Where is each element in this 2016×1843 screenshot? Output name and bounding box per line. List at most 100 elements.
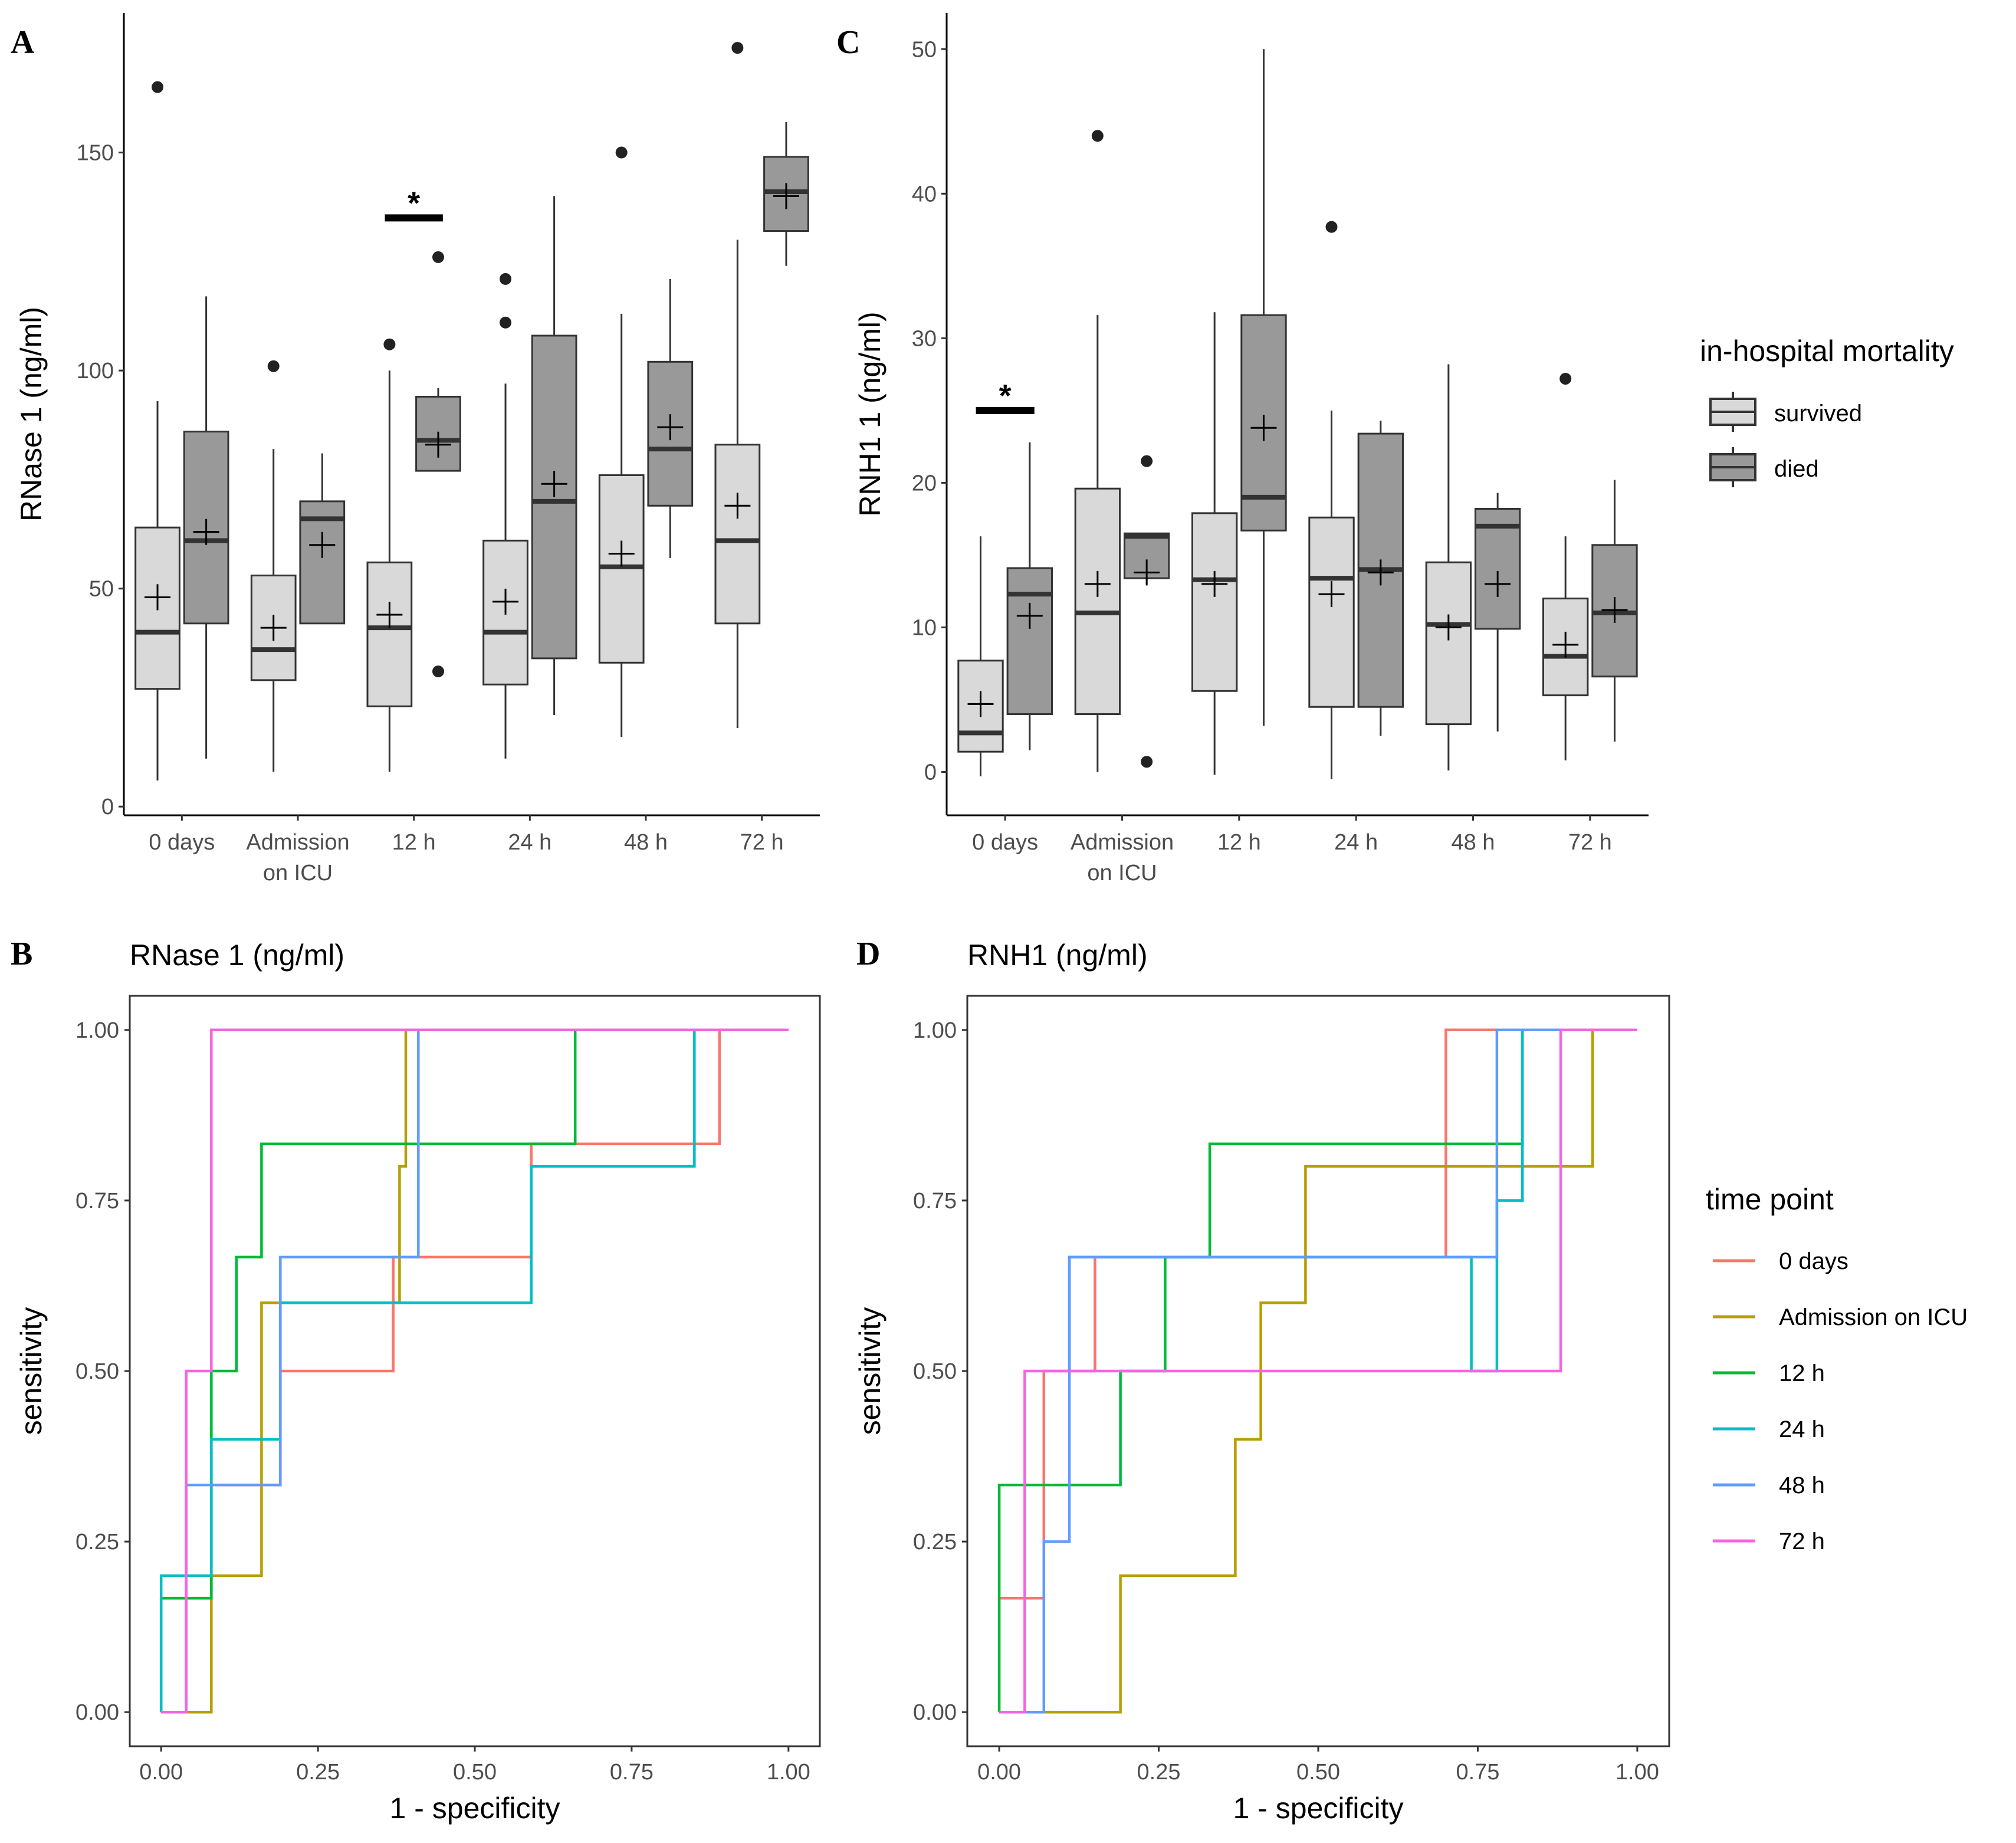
x-tick-label: 1.00 [767, 1760, 810, 1785]
y-tick-label: 150 [77, 141, 114, 166]
box-admission-died-outlier [1141, 756, 1153, 768]
box-0-days-survived-outlier [152, 81, 164, 93]
boxplot-rnh1: 0 10 20 30 40 50 0 days Admission on ICU 12 h 24 h… [853, 13, 1649, 886]
box-48-h-died [1474, 508, 1521, 630]
y-tick-label: 0.75 [913, 1189, 957, 1214]
y-tick-label: 30 [912, 326, 937, 351]
y-tick-label: 0.75 [75, 1189, 119, 1214]
x-axis-title: 1 - specificity [390, 1792, 560, 1825]
y-tick-label: 10 [912, 615, 937, 640]
box-admission-survived-outlier [267, 360, 280, 372]
plot-title: RNH1 (ng/ml) [967, 939, 1148, 972]
x-tick-label: 48 h [1452, 830, 1495, 855]
x-tick-label: 0.75 [610, 1760, 654, 1785]
box-72-h-survived-mean-marker [724, 493, 751, 519]
y-tick-label: 50 [89, 577, 114, 602]
box-12-h-survived-mean-marker [1201, 570, 1228, 597]
box-12-h-survived-outlier [383, 338, 396, 350]
legend-label-died: died [1774, 456, 1819, 482]
legend-mortality: in-hospital mortality survived died [1700, 335, 1954, 487]
significance-star: * [999, 378, 1012, 414]
box-48-h-died-mean-marker [657, 414, 684, 441]
box-12-h-died-mean-marker [425, 431, 451, 458]
box-admission-survived-mean-marker [260, 615, 287, 641]
roc-series-24-h [1068, 1028, 1637, 1373]
box-24-h-survived-mean-marker [492, 588, 519, 615]
roc-rnase1: RNase 1 (ng/ml) 0.00 0.25 0.50 0.75 1.00 0.00 0… [15, 939, 821, 1825]
box-24-h-survived [1308, 516, 1355, 708]
box-24-h-died-mean-marker [1367, 559, 1394, 586]
y-axis-title: RNH1 1 (ng/ml) [853, 311, 886, 516]
x-tick-label: 48 h [624, 830, 668, 855]
legend-label-24h: 24 h [1779, 1416, 1825, 1442]
legend-label-survived: survived [1774, 401, 1862, 427]
box-12-h-died-mean-marker [1250, 415, 1277, 441]
box-12-h-survived [366, 561, 413, 707]
x-tick-label: 12 h [1217, 830, 1261, 855]
x-tick-label: 24 h [1334, 830, 1378, 855]
x-tick-label: 0 days [972, 830, 1038, 855]
box-48-h-survived-outlier [615, 146, 628, 159]
y-tick-label: 1.00 [75, 1018, 119, 1043]
x-tick-label: 0.25 [1137, 1760, 1181, 1785]
x-tick-label: 72 h [1568, 830, 1612, 855]
y-tick-label: 50 [912, 37, 937, 62]
box-24-h-survived-mean-marker [1318, 581, 1345, 608]
x-tick-label: on ICU [263, 861, 333, 886]
legend-label-48h: 48 h [1779, 1473, 1825, 1498]
box-admission-died-mean-marker [309, 532, 336, 558]
y-tick-label: 0 [101, 795, 114, 819]
y-tick-label: 0.00 [75, 1700, 119, 1725]
y-tick-label: 20 [912, 471, 937, 496]
legend-key-died [1709, 447, 1756, 487]
y-tick-label: 1.00 [913, 1018, 957, 1043]
box-72-h-survived-outlier [1559, 372, 1572, 385]
box-0-days-died [1006, 567, 1053, 715]
box-admission-died-outlier [1141, 455, 1153, 467]
legend-label-12h: 12 h [1779, 1360, 1825, 1386]
panel-letter-b: B [11, 936, 32, 972]
box-12-h-died-outlier [432, 251, 444, 263]
x-tick-label: 24 h [508, 830, 551, 855]
box-48-h-died-mean-marker [1485, 570, 1511, 597]
plot-title: RNase 1 (ng/ml) [130, 939, 344, 972]
box-admission-survived [1074, 487, 1121, 715]
box-24-h-survived-outlier [500, 316, 512, 329]
legend-label-72h: 72 h [1779, 1529, 1825, 1555]
roc-series-72-h [161, 1028, 789, 1714]
y-tick-label: 0.25 [913, 1530, 957, 1555]
x-tick-label: 0.25 [296, 1760, 340, 1785]
box-24-h-survived-outlier [500, 273, 512, 285]
y-axis-title: sensitivity [853, 1307, 886, 1435]
legend-label-admission: Admission on ICU [1779, 1304, 1968, 1330]
x-tick-label: 12 h [392, 830, 436, 855]
y-tick-label: 0.00 [913, 1700, 957, 1725]
box-24-h-died-mean-marker [541, 471, 567, 497]
panel-letter-d: D [856, 936, 880, 972]
roc-series-12-h [159, 1028, 789, 1713]
legend-title: in-hospital mortality [1700, 335, 1954, 368]
roc-series-0-days [999, 1028, 1637, 1600]
x-axis-title: 1 - specificity [1233, 1792, 1404, 1825]
boxplot-rnase1: 0 50 100 150 0 days Admission on ICU 12 h 24 h 48… [15, 13, 820, 886]
x-tick-label: 1.00 [1616, 1760, 1659, 1785]
box-72-h-died-mean-marker [1601, 597, 1628, 624]
box-48-h-survived [1425, 561, 1472, 726]
box-admission-survived-mean-marker [1084, 570, 1111, 597]
box-48-h-survived-mean-marker [1435, 614, 1462, 641]
box-72-h-survived-outlier [731, 42, 744, 54]
box-0-days-survived-mean-marker [145, 584, 171, 611]
y-tick-label: 0 [924, 760, 937, 785]
box-72-h-survived [714, 444, 761, 625]
box-24-h-died [531, 335, 577, 660]
y-tick-label: 40 [912, 182, 937, 206]
x-tick-label: Admission [1071, 830, 1174, 855]
box-72-h-survived-mean-marker [1552, 631, 1579, 658]
x-tick-label: 0.00 [977, 1760, 1021, 1785]
box-admission-died [299, 500, 346, 625]
significance-star: * [408, 185, 420, 221]
legend-time-point: time point 0 days Admission on ICU 12 h … [1706, 1183, 1968, 1555]
box-admission-survived [250, 574, 297, 681]
box-0-days-died-mean-marker [193, 519, 219, 545]
